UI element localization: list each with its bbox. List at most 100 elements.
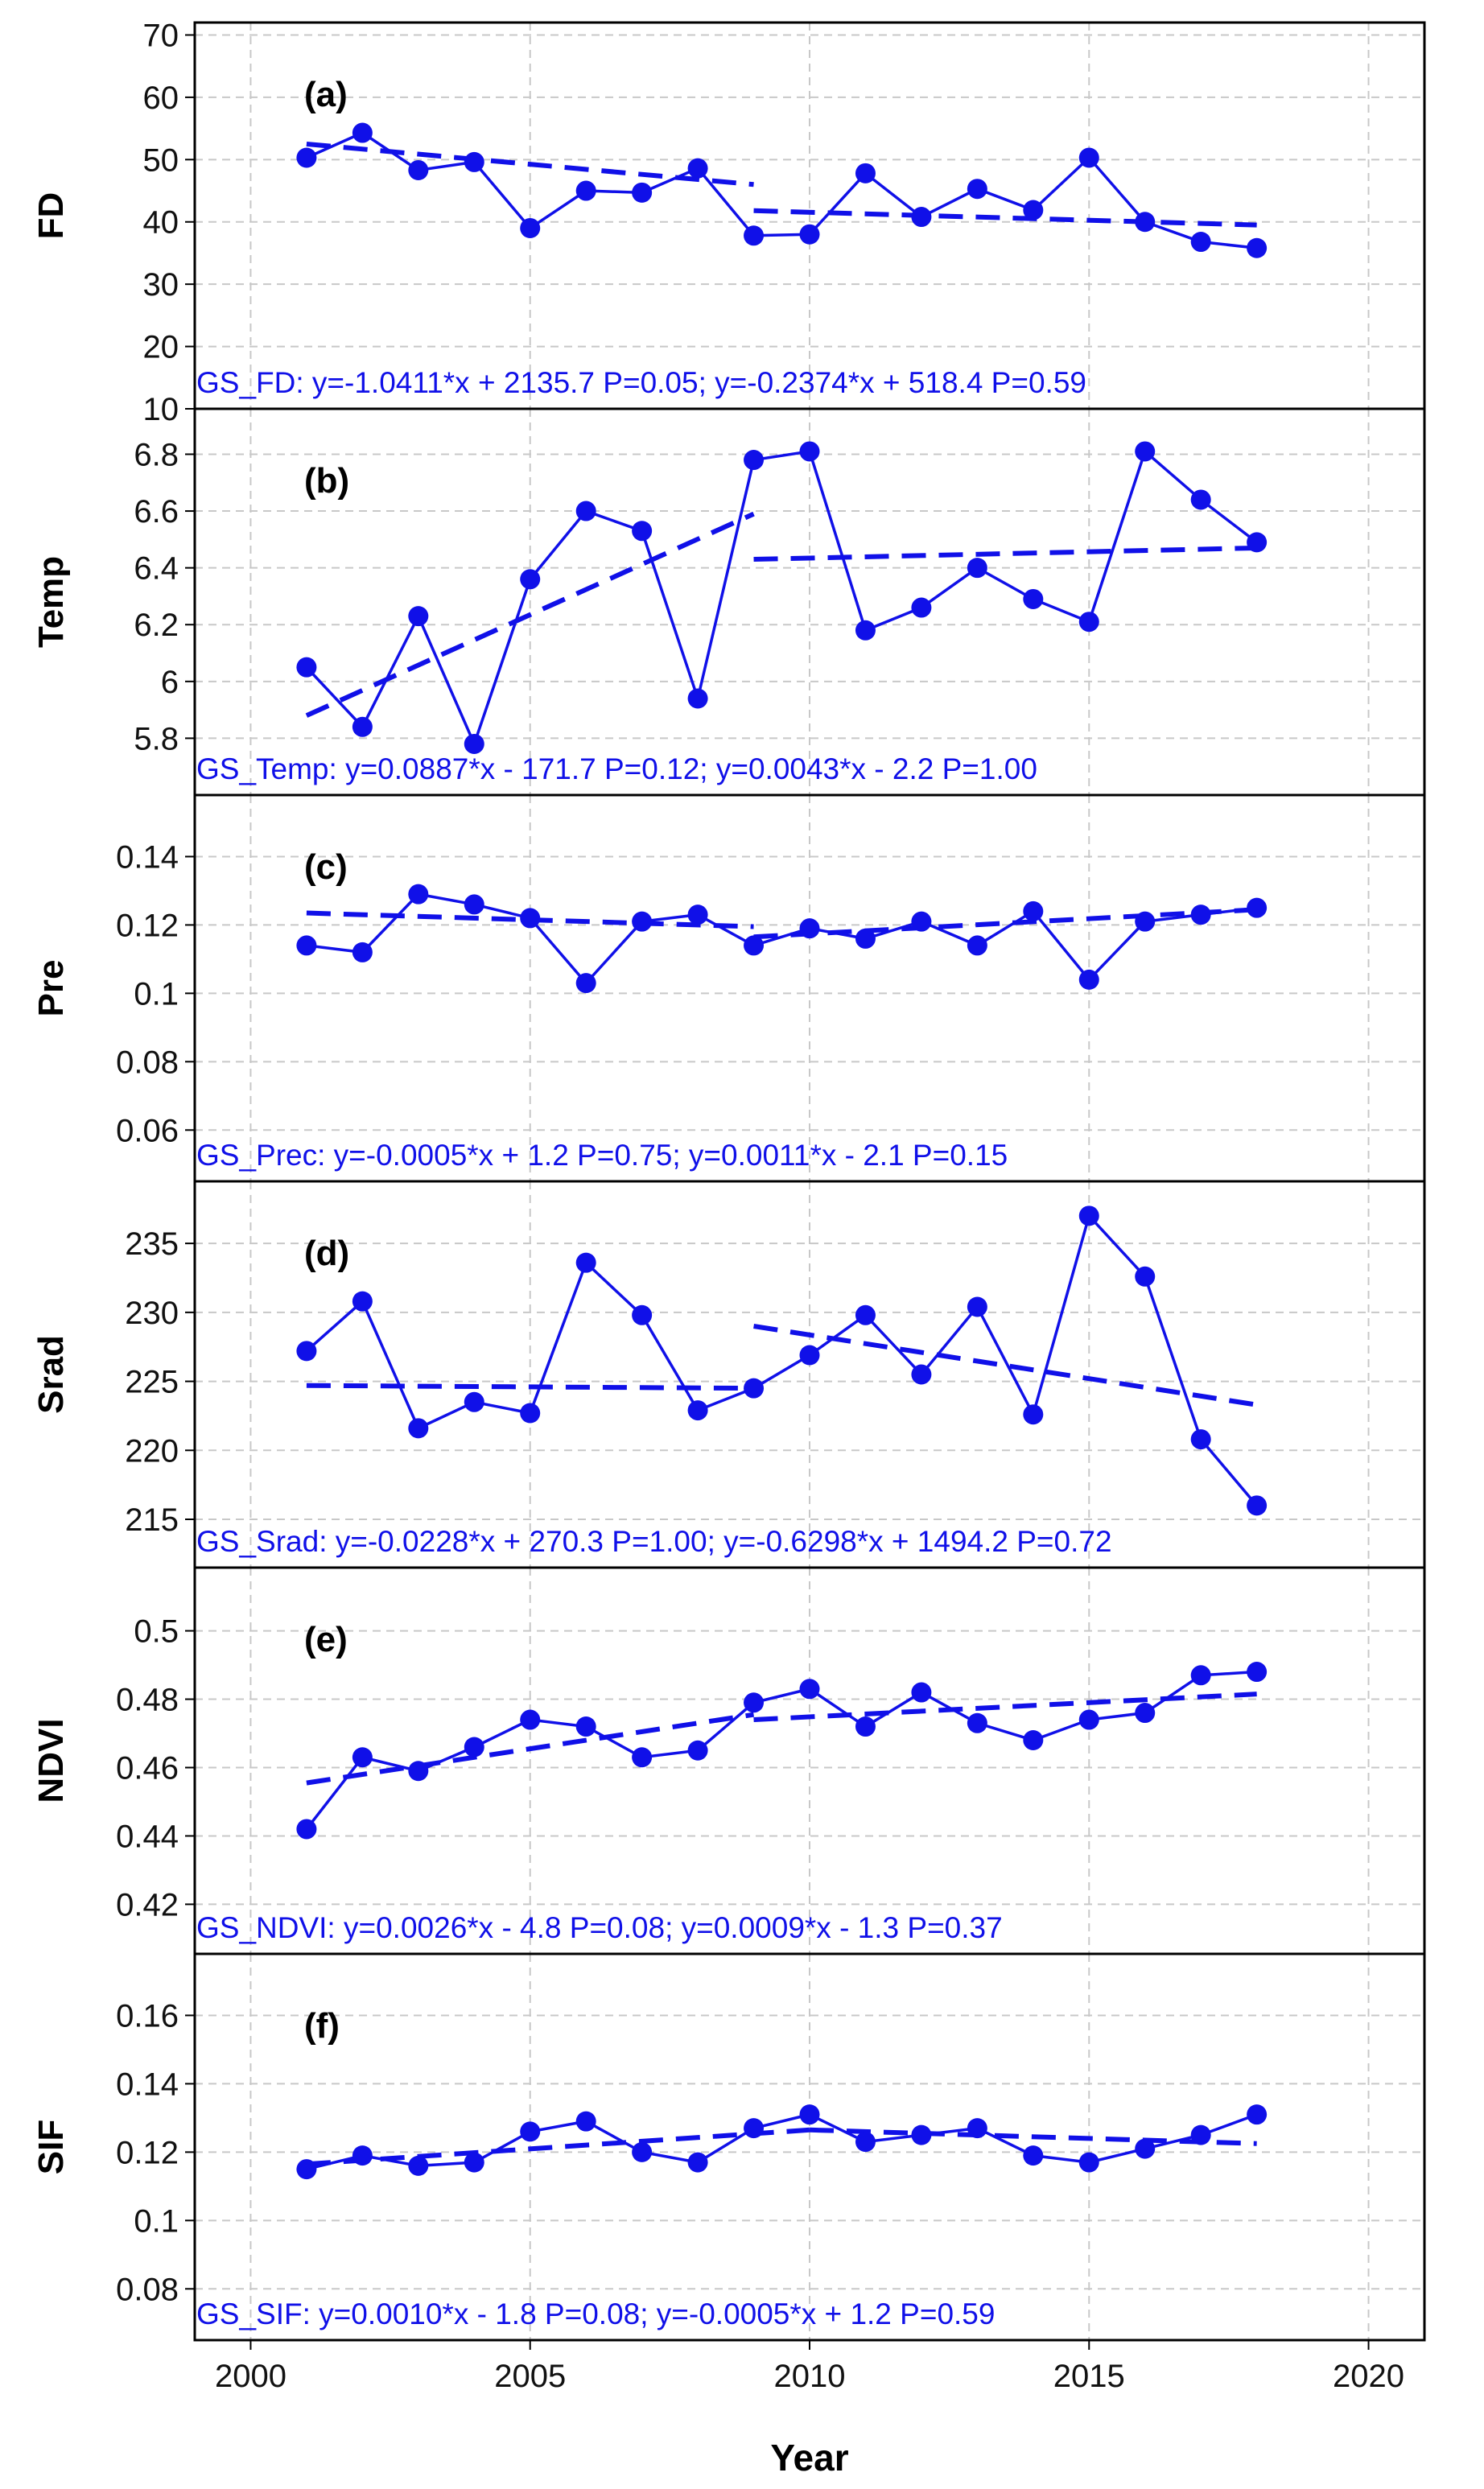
data-point xyxy=(967,1296,987,1317)
data-point xyxy=(352,2145,373,2166)
y-tick-label: 0.08 xyxy=(116,2272,179,2307)
data-point xyxy=(1078,2152,1099,2173)
data-point xyxy=(1135,1703,1156,1724)
data-point xyxy=(575,501,596,521)
data-point xyxy=(855,2132,876,2153)
x-tick-label: 2015 xyxy=(1053,2359,1125,2394)
data-point xyxy=(1023,200,1044,220)
data-point xyxy=(520,569,541,590)
y-axis-label: SIF xyxy=(31,2120,71,2174)
trend-line-2 xyxy=(753,1692,1257,1723)
panel-label: (c) xyxy=(304,847,348,887)
y-axis-label: Srad xyxy=(31,1335,71,1414)
y-tick-label: 0.44 xyxy=(116,1819,179,1854)
data-point xyxy=(1078,1709,1099,1730)
data-point xyxy=(520,217,541,238)
y-tick-label: 6.8 xyxy=(134,437,179,472)
data-point xyxy=(408,1418,429,1439)
data-point xyxy=(464,2152,484,2173)
trend-line-2 xyxy=(753,208,1257,228)
y-tick-label: 0.14 xyxy=(116,2067,179,2102)
y-tick-label: 0.12 xyxy=(116,908,179,943)
y-axis-label: Temp xyxy=(31,556,71,648)
data-point xyxy=(687,1400,708,1421)
data-line xyxy=(306,131,1257,249)
data-point xyxy=(575,2111,596,2132)
y-axis-label: Pre xyxy=(31,960,71,1017)
y-axis-label: NDVI xyxy=(31,1718,71,1803)
y-tick-label: 60 xyxy=(143,80,179,116)
data-point xyxy=(967,935,987,956)
y-tick-label: 0.06 xyxy=(116,1113,179,1148)
panel-3: 0.06 0.08 0.1 0.12 0.14 Pre (c) GS_Prec: y=-0.0… xyxy=(31,793,1426,1183)
y-tick-label: 10 xyxy=(143,392,179,427)
data-point xyxy=(1078,612,1099,633)
data-point xyxy=(1190,1665,1211,1686)
y-tick-label: 6 xyxy=(161,665,179,700)
data-point xyxy=(911,597,932,618)
data-line xyxy=(305,1670,1257,1831)
data-point xyxy=(1023,2145,1044,2166)
data-point xyxy=(575,973,596,994)
data-point xyxy=(1190,232,1211,253)
y-tick-label: 220 xyxy=(125,1433,179,1469)
data-point xyxy=(296,147,317,168)
data-point xyxy=(408,884,429,905)
y-tick-label: 6.6 xyxy=(134,494,179,530)
y-tick-label: 215 xyxy=(125,1502,179,1538)
data-point xyxy=(1078,1205,1099,1226)
y-tick-label: 230 xyxy=(125,1296,179,1331)
data-point xyxy=(799,2104,820,2125)
data-point xyxy=(296,1341,317,1362)
y-tick-label: 0.1 xyxy=(134,976,179,1012)
data-point xyxy=(799,1345,820,1366)
data-point xyxy=(855,620,876,641)
data-point xyxy=(911,911,932,932)
trend-line-1 xyxy=(306,1712,754,1786)
data-point xyxy=(799,1679,820,1700)
data-point xyxy=(1135,2138,1156,2159)
y-tick-label: 0.08 xyxy=(116,1045,179,1080)
y-tick-label: 70 xyxy=(143,18,179,53)
equation-text: GS_FD: y=-1.0411*x + 2135.7 P=0.05; y=-0… xyxy=(196,366,1086,399)
equation-text: GS_NDVI: y=0.0026*x - 4.8 P=0.08; y=0.00… xyxy=(196,1911,1003,1944)
data-point xyxy=(967,179,987,200)
equation-text: GS_Srad: y=-0.0228*x + 270.3 P=1.00; y=-… xyxy=(196,1525,1112,1558)
panel-4: 215 220 225 230 235 Srad (d) GS_Srad: y=-0.0228… xyxy=(31,1180,1426,1569)
data-point xyxy=(855,1716,876,1737)
y-tick-label: 0.46 xyxy=(116,1750,179,1786)
y-tick-label: 0.42 xyxy=(116,1887,179,1922)
data-point xyxy=(632,182,653,203)
data-point xyxy=(352,716,373,737)
data-point xyxy=(687,1740,708,1761)
data-point xyxy=(1247,2104,1268,2125)
y-tick-label: 50 xyxy=(143,142,179,178)
equation-text: GS_Temp: y=0.0887*x - 171.7 P=0.12; y=0.… xyxy=(196,752,1037,785)
data-point xyxy=(1135,212,1156,233)
panel-5: 0.42 0.44 0.46 0.48 0.5 NDVI (e) GS_NDVI: y=0.0… xyxy=(31,1566,1426,1955)
data-point xyxy=(296,657,317,678)
data-point xyxy=(296,2159,317,2180)
data-point xyxy=(1023,1730,1044,1751)
y-axis-label: FD xyxy=(31,192,71,240)
y-tick-label: 0.14 xyxy=(116,839,179,875)
data-point xyxy=(687,158,708,179)
data-point xyxy=(408,159,429,180)
data-point xyxy=(967,2118,987,2139)
data-point xyxy=(687,2152,708,2173)
data-point xyxy=(408,1761,429,1782)
data-point xyxy=(352,122,373,143)
data-point xyxy=(1078,147,1099,168)
trend-line-1 xyxy=(306,2127,810,2167)
data-point xyxy=(744,225,765,246)
panel-label: (f) xyxy=(304,2006,340,2046)
data-point xyxy=(1247,897,1268,918)
data-point xyxy=(575,180,596,201)
data-point xyxy=(911,2124,932,2145)
data-point xyxy=(799,441,820,462)
data-point xyxy=(464,1391,484,1412)
data-point xyxy=(1190,489,1211,510)
y-tick-label: 20 xyxy=(143,330,179,365)
data-point xyxy=(1023,588,1044,609)
data-point xyxy=(1135,911,1156,932)
